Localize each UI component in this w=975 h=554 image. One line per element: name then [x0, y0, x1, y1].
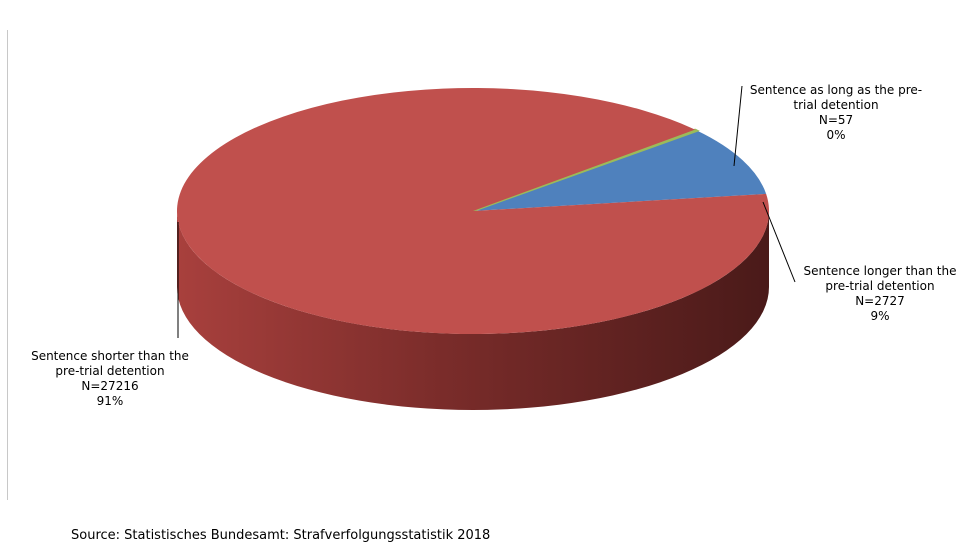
data-label-shorter: Sentence shorter than the pre-trial deten…: [31, 349, 189, 408]
left-border-line: [7, 30, 8, 500]
pie-slice-longer: [473, 130, 767, 211]
pie-slice-as_long: [472, 128, 700, 212]
leader-line-as_long: [733, 85, 743, 167]
data-label-as_long: Sentence as long as the pre-trial detent…: [750, 83, 922, 142]
leader-line-longer: [762, 201, 796, 283]
pie-side-wall: [177, 211, 769, 410]
leader-lines: [177, 85, 796, 338]
pie-top-face: [177, 87, 769, 334]
data-label-longer: Sentence longer than the pre-trial detent…: [804, 264, 957, 323]
pie-side-shorter: [177, 211, 769, 410]
slice-labels: Sentence shorter than the pre-trial deten…: [31, 83, 956, 408]
source-note: Source: Statistisches Bundesamt: Strafve…: [71, 528, 491, 543]
pie-slice-shorter: [177, 87, 769, 334]
